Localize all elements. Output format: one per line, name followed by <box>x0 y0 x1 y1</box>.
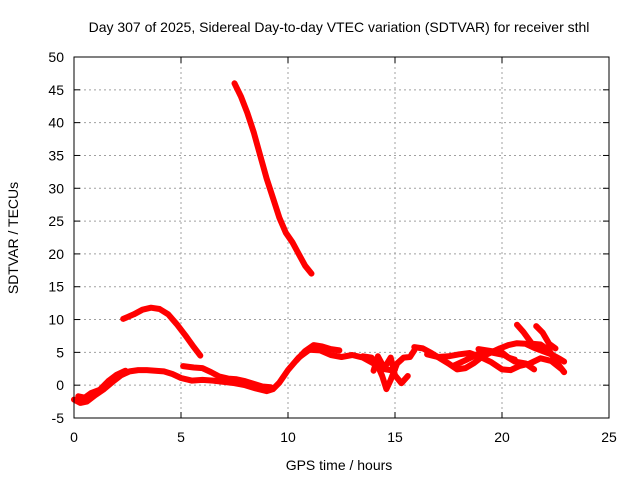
x-tick-label: 20 <box>494 429 510 445</box>
data-series <box>71 80 568 406</box>
y-axis-label: SDTVAR / TECUs <box>5 182 21 294</box>
y-tick-label: 25 <box>48 213 64 229</box>
y-tick-label: 5 <box>56 344 64 360</box>
chart-title: Day 307 of 2025, Sidereal Day-to-day VTE… <box>89 19 590 35</box>
y-tick-label: 10 <box>48 312 64 328</box>
series-track-14 <box>475 346 518 363</box>
x-tick-label: 15 <box>387 429 403 445</box>
series-track-8 <box>370 353 411 387</box>
x-tick-label: 5 <box>177 429 185 445</box>
y-tick-label: 0 <box>56 377 64 393</box>
y-tick-label: -5 <box>52 410 65 426</box>
series-track-5 <box>231 80 315 277</box>
y-tick-label: 30 <box>48 180 64 196</box>
plot-frame <box>73 56 610 419</box>
x-axis-label: GPS time / hours <box>286 457 393 473</box>
series-track-3 <box>120 304 204 359</box>
y-tick-label: 35 <box>48 147 64 163</box>
series-track-2 <box>75 367 129 401</box>
x-tick-label: 10 <box>280 429 296 445</box>
y-tick-label: 15 <box>48 279 64 295</box>
series-track-4 <box>180 363 274 391</box>
axis-ticks: 0 5 10 15 20 25 -5 0 5 10 15 20 25 30 35 40 45 50 <box>48 49 617 445</box>
y-tick-label: 20 <box>48 246 64 262</box>
y-tick-label: 50 <box>48 49 64 65</box>
series-track-10 <box>424 350 568 376</box>
y-tick-label: 45 <box>48 82 64 98</box>
y-tick-label: 40 <box>48 115 64 131</box>
x-tick-label: 25 <box>601 429 617 445</box>
series-track-6 <box>293 342 343 364</box>
grid <box>74 57 609 418</box>
series-track-13 <box>533 323 559 352</box>
series-track-12 <box>514 321 568 376</box>
x-tick-label: 0 <box>70 429 78 445</box>
